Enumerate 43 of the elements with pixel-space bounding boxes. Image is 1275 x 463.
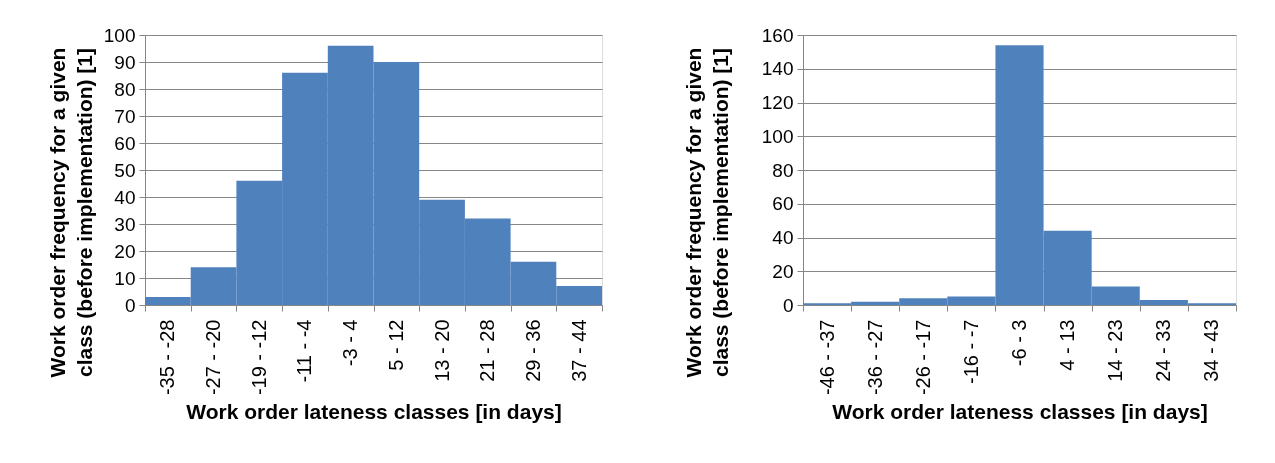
y-tick-label: 40 <box>772 227 794 248</box>
x-tick-label: -27 - -20 <box>202 319 225 396</box>
y-tick-label: 90 <box>114 51 136 73</box>
x-tick-label: 14 - 23 <box>1104 319 1127 382</box>
x-tick-label: -36 - -27 <box>863 319 886 396</box>
x-tick-label: 29 - 36 <box>521 319 544 382</box>
y-tick-label: 160 <box>761 24 794 46</box>
y-tick-label: 20 <box>772 260 794 282</box>
y-tick-label: 0 <box>124 294 136 316</box>
x-tick-label: 37 - 44 <box>567 319 590 382</box>
x-tick-label: -16 - -7 <box>959 319 982 384</box>
y-tick-label: 140 <box>761 58 794 80</box>
y-tick-label: 80 <box>114 78 136 100</box>
y-tick-label: 120 <box>761 92 794 113</box>
y-tick-label: 50 <box>114 159 136 181</box>
y-tick-label: 70 <box>114 105 136 127</box>
y-tick-label: 10 <box>114 267 136 289</box>
x-tick-label: -11 - -4 <box>293 319 316 383</box>
x-tick-label: -6 - 3 <box>1008 319 1030 367</box>
x-tick-label: 24 - 33 <box>1152 319 1175 382</box>
y-tick-label: 100 <box>103 24 136 46</box>
x-tick-label: 34 - 43 <box>1200 319 1223 382</box>
x-tick-label: 21 - 28 <box>476 319 499 382</box>
x-tick-label: -3 - 4 <box>339 319 362 367</box>
y-tick-label: 60 <box>772 193 794 215</box>
y-tick-label: 40 <box>114 186 136 208</box>
x-tick-label: -19 - -12 <box>247 319 270 396</box>
x-tick-label: -35 - -28 <box>156 319 179 396</box>
y-axis-title: Work order frequency for a given class (before implementation) [1] <box>45 47 96 378</box>
y-tick-label: 80 <box>772 159 794 181</box>
x-tick-label: 5 - 12 <box>384 319 407 371</box>
x-axis-title: Work order lateness classes [in days] <box>832 400 1208 424</box>
y-tick-label: 60 <box>114 132 136 154</box>
x-tick-label: -26 - -17 <box>911 319 934 396</box>
y-tick-label: 30 <box>114 213 136 235</box>
y-tick-label: 20 <box>114 240 136 262</box>
x-tick-label: 13 - 20 <box>430 319 453 382</box>
y-tick-label: 100 <box>761 125 794 147</box>
x-tick-label: -46 - -37 <box>815 319 838 396</box>
x-axis-title: Work order lateness classes [in days] <box>186 400 562 424</box>
y-axis-title: Work order frequency for a given class (before implementation) [1] <box>681 47 732 378</box>
x-tick-label: 4 - 13 <box>1056 319 1079 371</box>
y-tick-label: 0 <box>782 294 794 316</box>
